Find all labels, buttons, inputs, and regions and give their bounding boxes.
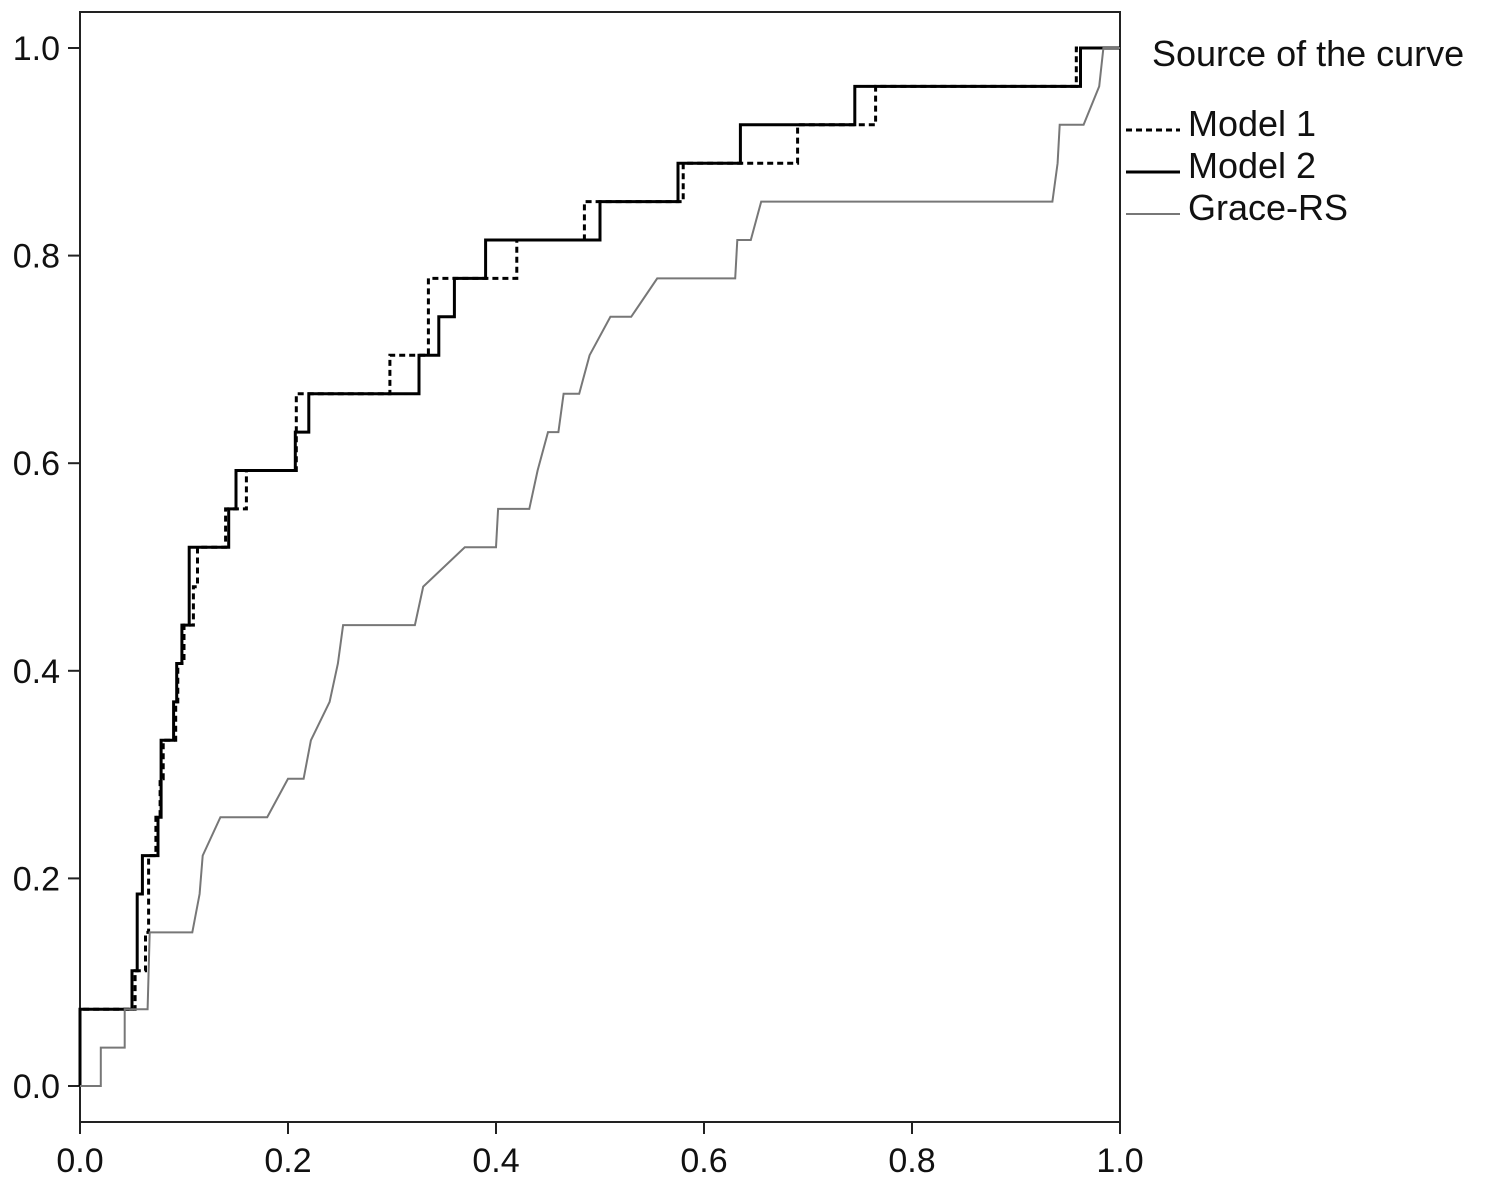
x-axis: 0.0 0.2 0.4 0.6 0.8 1.0 — [56, 1122, 1144, 1180]
y-tick-label: 1.0 — [13, 30, 60, 68]
series-line-model-2 — [78, 46, 1120, 1086]
y-tick-label: 0.0 — [13, 1068, 60, 1106]
y-tick-label: 0.4 — [13, 653, 60, 691]
x-tick-label: 0.0 — [56, 1142, 103, 1180]
x-tick-label: 0.2 — [264, 1142, 311, 1180]
plot-frame — [79, 11, 1121, 1123]
y-tick-label: 0.2 — [13, 860, 60, 898]
legend-label-model-2: Model 2 — [1188, 145, 1316, 186]
legend-title: Source of the curve — [1152, 33, 1464, 74]
x-tick-label: 0.8 — [888, 1142, 935, 1180]
series-line-grace-rs — [80, 47, 1120, 1087]
series-layer — [78, 46, 1120, 1087]
legend-entry-model-1: Model 1 — [1126, 103, 1316, 144]
legend-label-grace-rs: Grace-RS — [1188, 187, 1348, 228]
y-tick-label: 0.6 — [13, 445, 60, 483]
y-tick-label: 0.8 — [13, 238, 60, 276]
legend: Source of the curve Model 1 Model 2 Grac… — [1126, 33, 1464, 228]
legend-entry-model-2: Model 2 — [1126, 145, 1316, 186]
legend-entry-grace-rs: Grace-RS — [1126, 187, 1348, 228]
legend-label-model-1: Model 1 — [1188, 103, 1316, 144]
x-tick-label: 0.6 — [680, 1142, 727, 1180]
x-tick-label: 0.4 — [472, 1142, 519, 1180]
x-tick-label: 1.0 — [1096, 1142, 1143, 1180]
y-axis: 0.0 0.2 0.4 0.6 0.8 1.0 — [13, 30, 80, 1106]
